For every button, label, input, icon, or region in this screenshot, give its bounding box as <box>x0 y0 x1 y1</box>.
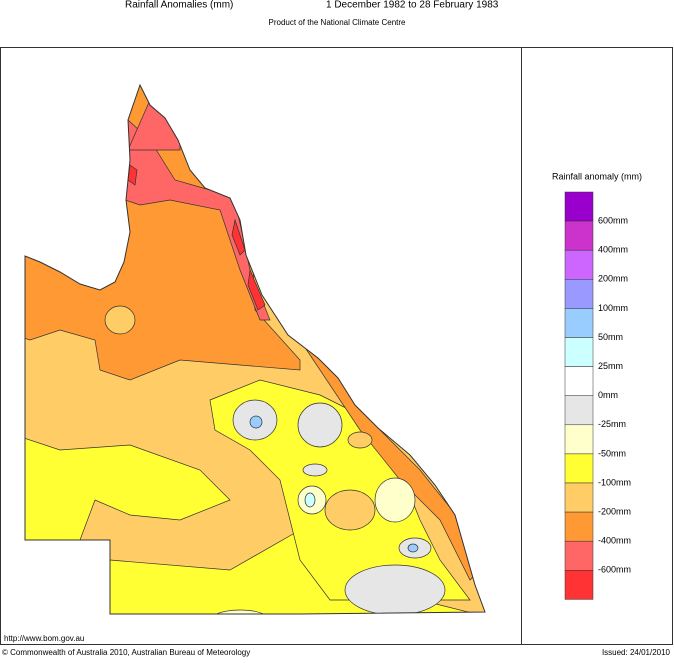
copyright: © Commonwealth of Australia 2010, Austra… <box>2 648 250 657</box>
state-outline <box>24 83 486 615</box>
title: Rainfall Anomalies (mm) <box>125 0 233 11</box>
issued: Issued: 24/01/2010 <box>602 648 671 657</box>
legend-swatch <box>564 540 594 571</box>
legend-swatch <box>564 366 594 396</box>
period: 1 December 1982 to 28 February 1983 <box>326 0 499 11</box>
legend-label: 100mm <box>598 303 628 313</box>
legend-swatch <box>564 337 594 367</box>
legend-label: -600mm <box>598 565 631 575</box>
legend-swatch <box>564 191 594 222</box>
legend-swatch <box>564 482 594 513</box>
url: http://www.bom.gov.au <box>4 634 84 643</box>
map <box>25 85 485 614</box>
legend-label: 400mm <box>598 245 628 255</box>
legend-label: -50mm <box>598 448 626 458</box>
legend-swatch <box>564 511 594 542</box>
legend-swatch <box>564 249 594 280</box>
legend-label: -100mm <box>598 477 631 487</box>
frame <box>0 47 673 645</box>
legend-swatch <box>564 220 594 251</box>
legend-swatch <box>564 395 594 426</box>
subtitle: Product of the National Climate Centre <box>269 18 407 27</box>
legend-label: -25mm <box>598 419 626 429</box>
legend-label: -200mm <box>598 506 631 516</box>
legend-label: 200mm <box>598 274 628 284</box>
legend-label: 50mm <box>598 332 623 342</box>
legend-swatch <box>564 424 594 455</box>
legend-swatch <box>564 279 594 309</box>
legend-swatch <box>564 570 594 600</box>
legend-title: Rainfall anomaly (mm) <box>552 171 642 181</box>
legend-label: -400mm <box>598 536 631 546</box>
legend-swatch <box>564 453 594 484</box>
legend: Rainfall anomaly (mm) 600mm 400mm 200mm 100… <box>552 171 642 600</box>
legend-swatch <box>564 308 594 338</box>
legend-label: 25mm <box>598 361 623 371</box>
legend-label: 0mm <box>598 390 618 400</box>
legend-label: 600mm <box>598 215 628 225</box>
